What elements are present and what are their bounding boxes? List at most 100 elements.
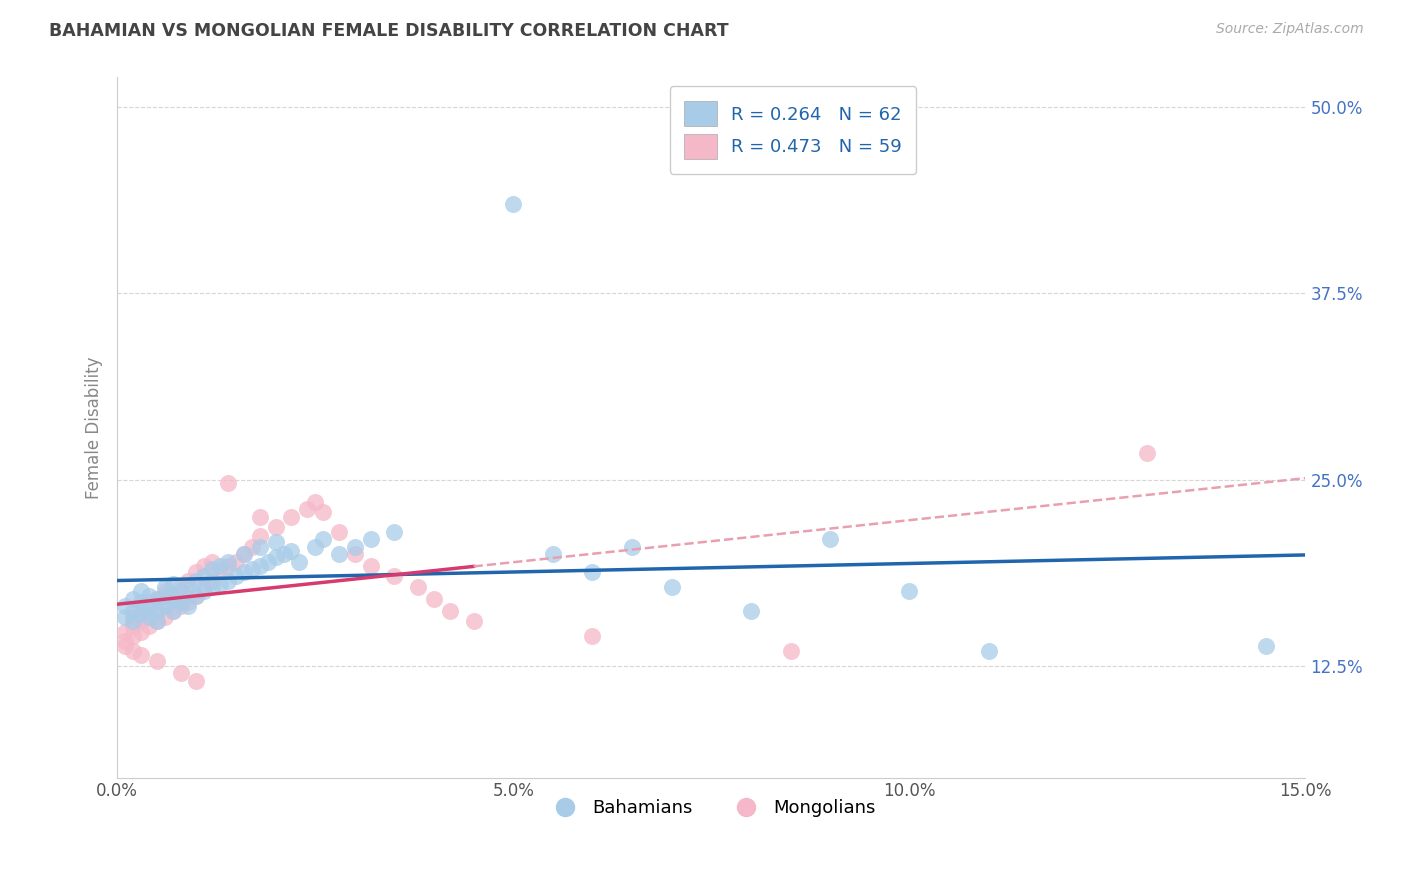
Point (162, 577, 184, 591)
Point (129, 595, 152, 609)
Point (779, 644, 801, 658)
Point (240, 540, 263, 554)
Point (898, 584, 921, 599)
Point (122, 604, 145, 618)
Point (312, 505, 335, 519)
Point (193, 584, 215, 599)
Point (201, 562, 224, 576)
Point (249, 529, 271, 543)
Point (122, 644, 145, 658)
Point (153, 584, 176, 599)
Point (343, 540, 366, 554)
Point (280, 509, 302, 524)
Point (328, 524, 350, 539)
Point (162, 604, 184, 618)
Point (186, 574, 208, 588)
Point (661, 580, 683, 594)
Point (264, 535, 287, 549)
Point (740, 604, 762, 618)
Point (129, 648, 152, 663)
Point (169, 584, 191, 599)
Point (193, 580, 215, 594)
Point (186, 673, 208, 688)
Point (146, 591, 169, 606)
Point (193, 569, 215, 583)
Point (297, 502, 319, 516)
Point (169, 580, 191, 594)
Point (818, 533, 841, 547)
Point (201, 580, 224, 594)
Point (146, 604, 169, 618)
Text: Source: ZipAtlas.com: Source: ZipAtlas.com (1216, 22, 1364, 37)
Point (122, 609, 145, 624)
Point (114, 640, 136, 654)
Text: BAHAMIAN VS MONGOLIAN FEMALE DISABILITY CORRELATION CHART: BAHAMIAN VS MONGOLIAN FEMALE DISABILITY … (49, 22, 728, 40)
Point (288, 555, 311, 569)
Point (209, 577, 232, 591)
Point (360, 533, 382, 547)
Point (502, 197, 524, 211)
Point (138, 618, 160, 632)
Point (304, 495, 326, 509)
Point (328, 547, 350, 561)
Point (177, 580, 200, 594)
Point (977, 644, 1000, 658)
Point (186, 589, 208, 603)
Point (217, 574, 239, 588)
Point (177, 574, 200, 588)
Point (1136, 446, 1159, 460)
Point (232, 547, 254, 561)
Point (304, 540, 326, 554)
Point (146, 614, 169, 628)
Point (162, 589, 184, 603)
Point (225, 569, 247, 583)
Point (169, 666, 191, 681)
Point (264, 520, 287, 534)
Legend: Bahamians, Mongolians: Bahamians, Mongolians (540, 792, 883, 824)
Point (146, 591, 169, 606)
Point (384, 524, 406, 539)
Point (129, 584, 152, 599)
Point (256, 555, 278, 569)
Point (114, 624, 136, 639)
Point (1254, 640, 1277, 654)
Point (240, 562, 263, 576)
Point (129, 624, 152, 639)
Point (129, 604, 152, 618)
Point (186, 589, 208, 603)
Point (463, 614, 485, 628)
Point (264, 550, 287, 565)
Point (423, 591, 446, 606)
Point (169, 595, 191, 609)
Point (129, 614, 152, 628)
Point (177, 595, 200, 609)
Point (343, 547, 366, 561)
Point (232, 547, 254, 561)
Point (138, 595, 160, 609)
Point (249, 540, 271, 554)
Point (114, 609, 136, 624)
Point (581, 565, 603, 579)
Point (249, 559, 271, 574)
Point (138, 599, 160, 614)
Point (217, 555, 239, 569)
Point (153, 599, 176, 614)
Point (162, 604, 184, 618)
Point (153, 595, 176, 609)
Point (360, 559, 382, 574)
Point (162, 591, 184, 606)
Point (439, 604, 461, 618)
Point (280, 544, 302, 558)
Point (209, 559, 232, 574)
Point (114, 599, 136, 614)
Y-axis label: Female Disability: Female Disability (86, 356, 103, 499)
Point (201, 555, 224, 569)
Point (225, 555, 247, 569)
Point (177, 599, 200, 614)
Point (122, 614, 145, 628)
Point (209, 565, 232, 579)
Point (138, 589, 160, 603)
Point (146, 654, 169, 668)
Point (122, 591, 145, 606)
Point (541, 547, 564, 561)
